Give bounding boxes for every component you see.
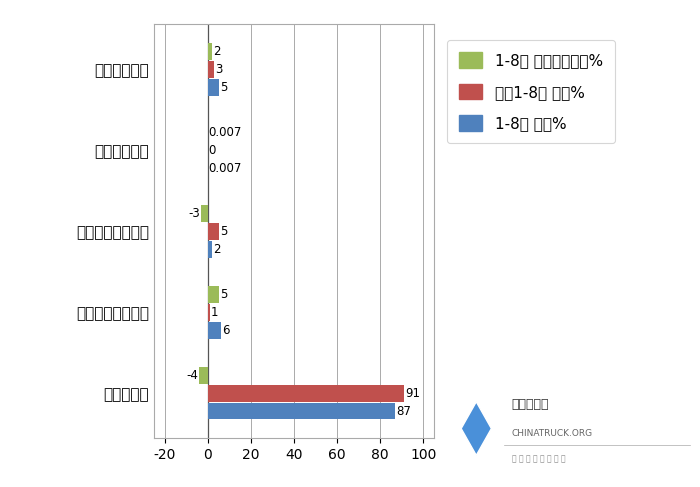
Text: CHINATRUCK.ORG: CHINATRUCK.ORG [512, 430, 593, 438]
Bar [208, 403, 395, 419]
Text: 3: 3 [216, 63, 223, 76]
Text: 中國卡車網: 中國卡車網 [512, 398, 549, 412]
Bar [208, 61, 214, 78]
Text: 2: 2 [214, 243, 220, 256]
Bar [199, 367, 208, 384]
Text: 1: 1 [211, 306, 218, 319]
Text: 0.007: 0.007 [209, 126, 242, 139]
Bar [208, 385, 404, 402]
Text: 6: 6 [222, 323, 230, 337]
Bar [208, 223, 218, 240]
Bar [208, 241, 212, 258]
Bar [208, 286, 218, 303]
Legend: 1-8月 占比同比增减%, 去年1-8月 占比%, 1-8月 占比%: 1-8月 占比同比增减%, 去年1-8月 占比%, 1-8月 占比% [447, 40, 615, 143]
Text: 因 为 卡 车 所 以 朋 友: 因 为 卡 车 所 以 朋 友 [512, 454, 565, 463]
Text: 0: 0 [209, 144, 216, 157]
Bar [208, 304, 210, 321]
Text: 5: 5 [220, 81, 227, 94]
Bar [208, 79, 218, 96]
Bar [208, 43, 212, 60]
Bar [202, 205, 208, 222]
Polygon shape [461, 402, 491, 455]
Text: 91: 91 [405, 387, 420, 400]
Text: 87: 87 [396, 405, 411, 417]
Bar [208, 321, 220, 338]
Text: 5: 5 [220, 288, 227, 301]
Text: 0.007: 0.007 [209, 162, 242, 175]
Text: -4: -4 [186, 369, 198, 382]
Text: -3: -3 [188, 207, 200, 220]
Text: 2: 2 [214, 45, 220, 58]
Text: 5: 5 [220, 225, 227, 238]
